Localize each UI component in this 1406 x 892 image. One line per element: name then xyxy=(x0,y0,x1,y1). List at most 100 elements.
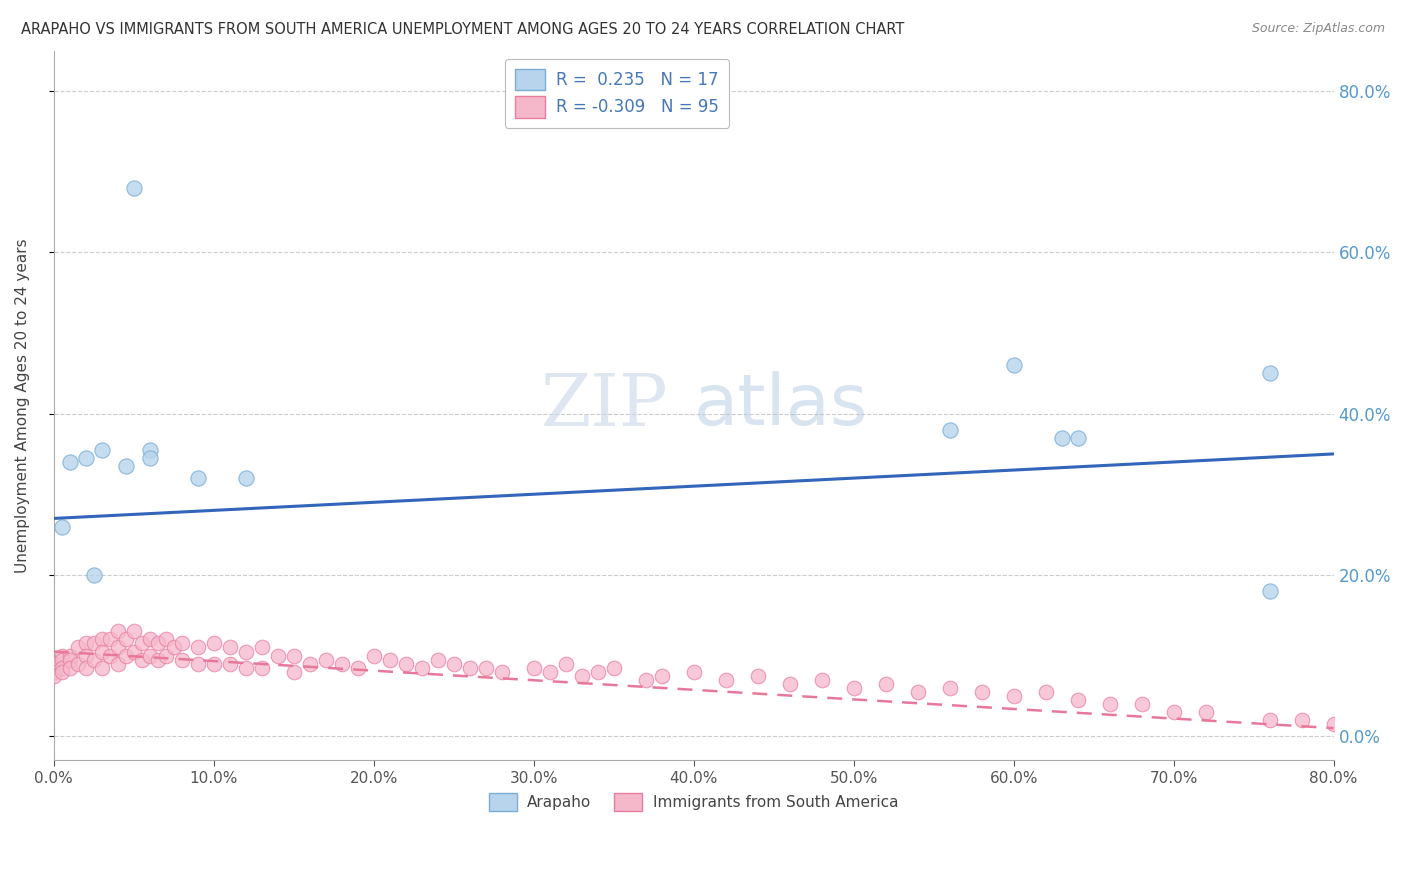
Point xyxy=(83,636,105,650)
Point xyxy=(1291,713,1313,727)
Point xyxy=(83,652,105,666)
Point xyxy=(523,660,546,674)
Point xyxy=(315,652,337,666)
Point xyxy=(491,665,513,679)
Point xyxy=(1035,685,1057,699)
Point xyxy=(411,660,433,674)
Text: Source: ZipAtlas.com: Source: ZipAtlas.com xyxy=(1251,22,1385,36)
Point xyxy=(458,660,481,674)
Point xyxy=(42,665,65,679)
Point xyxy=(66,657,89,671)
Point xyxy=(378,652,401,666)
Point xyxy=(571,669,593,683)
Point xyxy=(90,660,112,674)
Point xyxy=(59,455,82,469)
Point xyxy=(1050,431,1073,445)
Point xyxy=(51,652,73,666)
Point xyxy=(970,685,993,699)
Point xyxy=(298,657,321,671)
Point xyxy=(235,660,257,674)
Point xyxy=(651,669,673,683)
Point xyxy=(66,640,89,655)
Point xyxy=(682,665,704,679)
Point xyxy=(1194,705,1216,719)
Point xyxy=(59,648,82,663)
Point xyxy=(1258,584,1281,599)
Point xyxy=(250,640,273,655)
Point xyxy=(218,657,240,671)
Point xyxy=(42,669,65,683)
Point xyxy=(474,660,496,674)
Point xyxy=(90,644,112,658)
Point xyxy=(75,660,97,674)
Point xyxy=(1066,693,1088,707)
Point xyxy=(1066,431,1088,445)
Point xyxy=(138,442,160,457)
Point xyxy=(51,665,73,679)
Point xyxy=(138,450,160,465)
Point xyxy=(714,673,737,687)
Point xyxy=(235,471,257,485)
Legend: Arapaho, Immigrants from South America: Arapaho, Immigrants from South America xyxy=(484,787,904,816)
Y-axis label: Unemployment Among Ages 20 to 24 years: Unemployment Among Ages 20 to 24 years xyxy=(15,238,30,573)
Point xyxy=(83,567,105,582)
Point xyxy=(107,657,129,671)
Text: ZIP: ZIP xyxy=(540,370,668,441)
Point xyxy=(146,652,169,666)
Point xyxy=(98,648,121,663)
Point xyxy=(602,660,624,674)
Point xyxy=(90,632,112,647)
Point xyxy=(875,677,897,691)
Point xyxy=(747,669,769,683)
Point xyxy=(810,673,832,687)
Point xyxy=(114,648,136,663)
Point xyxy=(131,652,153,666)
Point xyxy=(122,624,145,639)
Point xyxy=(122,644,145,658)
Point xyxy=(51,648,73,663)
Point xyxy=(59,652,82,666)
Point xyxy=(218,640,240,655)
Point xyxy=(138,648,160,663)
Point xyxy=(426,652,449,666)
Point xyxy=(554,657,576,671)
Point xyxy=(107,624,129,639)
Point xyxy=(75,636,97,650)
Point xyxy=(187,640,209,655)
Point xyxy=(266,648,288,663)
Point xyxy=(98,632,121,647)
Point xyxy=(75,648,97,663)
Text: atlas: atlas xyxy=(693,371,868,440)
Text: ARAPAHO VS IMMIGRANTS FROM SOUTH AMERICA UNEMPLOYMENT AMONG AGES 20 TO 24 YEARS : ARAPAHO VS IMMIGRANTS FROM SOUTH AMERICA… xyxy=(21,22,904,37)
Point xyxy=(42,657,65,671)
Point xyxy=(170,652,193,666)
Point xyxy=(146,636,169,650)
Point xyxy=(90,442,112,457)
Point xyxy=(1258,713,1281,727)
Point xyxy=(42,657,65,671)
Point xyxy=(346,660,368,674)
Point xyxy=(155,632,177,647)
Point xyxy=(202,657,225,671)
Point xyxy=(330,657,353,671)
Point xyxy=(202,636,225,650)
Point xyxy=(138,632,160,647)
Point xyxy=(107,640,129,655)
Point xyxy=(235,644,257,658)
Point xyxy=(131,636,153,650)
Point xyxy=(1002,689,1025,703)
Point xyxy=(114,458,136,473)
Point xyxy=(114,632,136,647)
Point xyxy=(443,657,465,671)
Point xyxy=(51,519,73,533)
Point xyxy=(938,681,960,695)
Point xyxy=(842,681,865,695)
Point xyxy=(1098,697,1121,711)
Point xyxy=(1163,705,1185,719)
Point xyxy=(586,665,609,679)
Point xyxy=(122,181,145,195)
Point xyxy=(59,660,82,674)
Point xyxy=(1258,366,1281,380)
Point xyxy=(1130,697,1153,711)
Point xyxy=(538,665,561,679)
